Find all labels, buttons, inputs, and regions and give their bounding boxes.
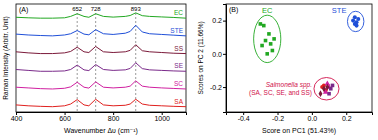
score-point	[319, 90, 323, 97]
spectrum-line	[16, 81, 186, 89]
group-label: Salmonella spp.	[266, 81, 312, 89]
score-point	[329, 87, 333, 91]
tick-label: -0.4	[238, 115, 250, 122]
score-point	[325, 84, 329, 91]
score-point	[356, 17, 360, 21]
tick: 0.2	[212, 17, 226, 24]
panel-label: (B)	[229, 6, 238, 14]
score-point	[269, 42, 273, 46]
tick-mark	[223, 21, 226, 22]
tick-mark	[223, 54, 226, 55]
tick-label: 0.2	[342, 115, 352, 122]
score-point	[267, 32, 271, 36]
tick: 1000	[154, 112, 170, 122]
x-axis-title: Wavenumber Δυ (cm⁻¹)	[64, 127, 138, 135]
group-label: (SA, SC, SE, and SS)	[249, 89, 312, 97]
tick: -0.2	[272, 112, 284, 122]
spectrum-line	[16, 25, 186, 36]
spectrum-line	[16, 63, 186, 71]
cluster-ellipse	[314, 78, 339, 100]
figure: 400 600 800 1000 Wavenumber Δυ (cm⁻¹) Raman I…	[0, 0, 378, 140]
y-axis-title: Scores on PC 2 (11.66%)	[197, 21, 205, 94]
spectrum-line	[16, 45, 186, 54]
plot-frame	[226, 4, 372, 112]
axis-line	[223, 5, 227, 113]
plot-area	[16, 13, 186, 112]
spectrum-line	[16, 13, 186, 18]
group-label: EC	[262, 6, 273, 15]
series-label: SS	[174, 45, 183, 52]
score-point	[265, 52, 269, 56]
series-label: SE	[174, 62, 183, 69]
tick-label: 0.2	[212, 17, 222, 24]
series-label: STE	[170, 27, 183, 34]
score-point	[271, 49, 275, 53]
tick-label: -0.2	[272, 115, 284, 122]
series-label: SA	[174, 98, 183, 105]
score-point	[264, 39, 268, 43]
tick: 600	[59, 112, 71, 122]
panel-label: (A)	[19, 6, 28, 14]
spectrum-line	[16, 99, 186, 106]
peak-line	[95, 13, 96, 112]
plot-frame	[16, 4, 186, 112]
tick: 0.0	[308, 112, 318, 122]
x-axis-title: Score on PC1 (51.43%)	[262, 127, 336, 135]
tick-label: 1000	[154, 115, 170, 122]
tick-label: 0.0	[212, 51, 222, 58]
tick-label: -0.2	[210, 84, 222, 91]
score-point	[322, 85, 326, 92]
tick-label: 800	[108, 115, 120, 122]
plot-area	[254, 11, 364, 100]
score-point	[327, 92, 331, 96]
score-point	[262, 24, 266, 28]
tick: -0.2	[210, 84, 226, 91]
group-label: STE	[332, 6, 347, 15]
tick: 0.2	[342, 112, 352, 122]
score-point	[259, 22, 263, 26]
tick-label: 600	[59, 115, 71, 122]
y-axis-title: Raman Intensity (Arbitr. Unit)	[2, 16, 10, 99]
series-label: EC	[174, 9, 183, 16]
tick: 0.0	[212, 51, 226, 58]
score-point	[272, 37, 276, 41]
yticks-axis: -0.2 0.0 0.2	[210, 5, 227, 113]
peak-label: 728	[91, 6, 102, 12]
xticks-axis: -0.4 -0.2 0.0 0.2	[227, 112, 373, 122]
cluster-ellipse	[347, 11, 363, 31]
tick-label: 400	[11, 115, 23, 122]
score-point	[355, 24, 359, 28]
peak-line	[77, 13, 78, 112]
tick: 800	[108, 112, 120, 122]
tick-label: 0.0	[308, 115, 318, 122]
score-point	[331, 84, 335, 88]
peak-label: 893	[131, 6, 142, 12]
tick: 400	[11, 112, 23, 122]
series-label: SC	[174, 80, 183, 87]
cluster-ellipse	[254, 15, 281, 62]
tick-mark	[223, 87, 226, 88]
tick: -0.4	[238, 112, 250, 122]
peak-label: 652	[72, 6, 83, 12]
xticks-axis: 400 600 800 1000	[11, 112, 187, 122]
score-point	[260, 44, 264, 48]
